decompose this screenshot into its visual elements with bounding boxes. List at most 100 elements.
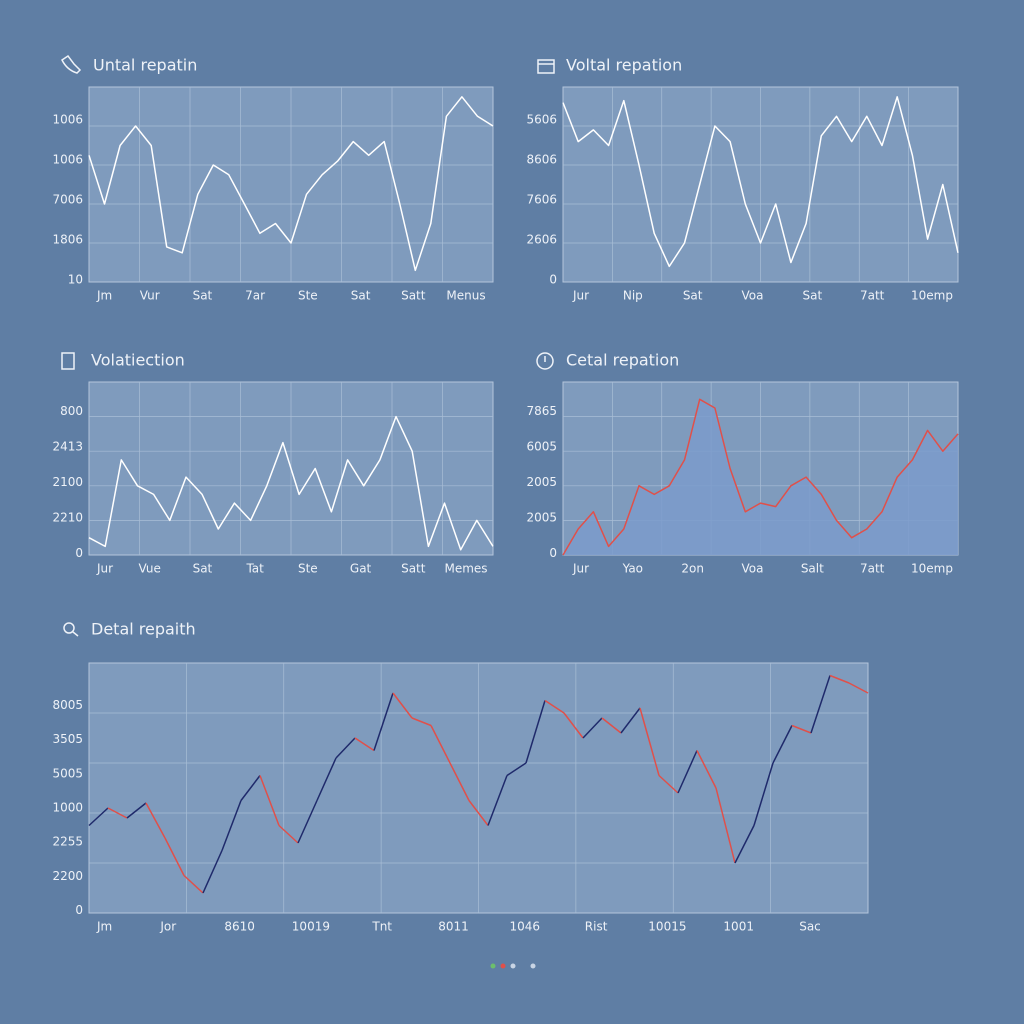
line-segment bbox=[658, 774, 679, 794]
line-segment bbox=[145, 802, 166, 839]
line-segment bbox=[278, 824, 299, 844]
y-tick-label: 7865 bbox=[526, 404, 557, 418]
y-tick-label: 8005 bbox=[52, 698, 83, 712]
line bbox=[88, 415, 494, 551]
line-segment bbox=[696, 750, 717, 789]
line-segment bbox=[411, 717, 432, 727]
panel-title: Volatiection bbox=[91, 351, 185, 370]
icon-phone bbox=[61, 54, 82, 74]
x-tick-label: 7ar bbox=[245, 289, 265, 303]
line-segment bbox=[88, 807, 109, 827]
line-segment bbox=[620, 707, 641, 734]
x-tick-label: Memes bbox=[444, 562, 487, 576]
y-tick-label: 1806 bbox=[52, 233, 83, 247]
line-segment bbox=[202, 850, 223, 894]
y-tick-label: 5606 bbox=[526, 113, 557, 127]
x-tick-label: Vur bbox=[140, 289, 160, 303]
line-segment bbox=[601, 717, 622, 734]
x-tick-label: Satt bbox=[401, 562, 426, 576]
line-segment bbox=[715, 787, 736, 864]
x-tick-label: 10015 bbox=[648, 920, 686, 934]
x-tick-label: Sat bbox=[802, 289, 822, 303]
line-segment bbox=[677, 750, 698, 794]
panel-title: Untal repatin bbox=[93, 56, 197, 75]
y-tick-label: 1006 bbox=[52, 113, 83, 127]
y-tick-label: 1000 bbox=[52, 801, 83, 815]
x-tick-label: 7att bbox=[860, 289, 885, 303]
y-tick-label: 0 bbox=[549, 546, 557, 560]
panel-title: Detal repaith bbox=[91, 620, 196, 639]
icon-doc bbox=[61, 352, 75, 370]
line-segment bbox=[772, 725, 793, 764]
line-segment bbox=[829, 674, 850, 684]
x-tick-label: Ste bbox=[298, 289, 318, 303]
x-tick-label: Vue bbox=[139, 562, 161, 576]
y-tick-label: 1006 bbox=[52, 153, 83, 167]
x-tick-label: Ste bbox=[298, 562, 318, 576]
line-segment bbox=[107, 807, 128, 819]
y-tick-label: 10 bbox=[68, 273, 83, 287]
line bbox=[88, 96, 494, 272]
y-tick-label: 3505 bbox=[52, 732, 83, 746]
panel-title: Voltal repation bbox=[566, 56, 682, 75]
line-segment bbox=[221, 800, 242, 851]
y-tick-label: 2200 bbox=[52, 869, 83, 883]
icon-search bbox=[63, 622, 75, 634]
x-tick-label: Satt bbox=[401, 289, 426, 303]
icon-search-handle bbox=[72, 631, 79, 637]
pager-dot bbox=[490, 963, 496, 969]
line-segment bbox=[525, 700, 546, 764]
x-tick-label: Sat bbox=[683, 289, 703, 303]
line-segment bbox=[734, 825, 755, 864]
pager-dot bbox=[500, 963, 506, 969]
x-tick-label: 7att bbox=[860, 562, 885, 576]
line-segment bbox=[810, 675, 831, 734]
icon-calendar bbox=[537, 59, 555, 74]
x-tick-label: Jm bbox=[96, 289, 112, 303]
x-tick-label: 2on bbox=[681, 562, 704, 576]
x-tick-label: Tat bbox=[245, 562, 264, 576]
line bbox=[562, 398, 959, 556]
x-tick-label: 10019 bbox=[292, 920, 330, 934]
y-tick-label: 2606 bbox=[526, 233, 557, 247]
line-segment bbox=[240, 775, 261, 801]
line bbox=[562, 96, 959, 268]
y-tick-label: 6005 bbox=[526, 439, 557, 453]
line-segment bbox=[791, 724, 812, 734]
y-tick-label: 0 bbox=[75, 903, 83, 917]
icons bbox=[61, 54, 555, 637]
line-segment bbox=[430, 725, 451, 764]
line-segment bbox=[335, 737, 356, 759]
line-segment bbox=[392, 692, 413, 719]
x-tick-label: 8011 bbox=[438, 920, 469, 934]
line-segment bbox=[544, 699, 565, 714]
line-segment bbox=[259, 775, 280, 826]
x-tick-label: Sat bbox=[193, 562, 213, 576]
line-segment bbox=[582, 717, 603, 739]
pager bbox=[490, 963, 536, 969]
line-segment bbox=[753, 762, 774, 826]
line-segment bbox=[373, 692, 394, 751]
line-segment bbox=[506, 762, 527, 777]
icon-alert bbox=[536, 352, 554, 370]
line-segment bbox=[354, 737, 375, 752]
line-segment bbox=[487, 775, 508, 826]
area bbox=[563, 399, 958, 555]
line-segment bbox=[183, 874, 204, 894]
x-tick-label: Jm bbox=[96, 920, 112, 934]
y-tick-label: 2255 bbox=[52, 835, 83, 849]
x-tick-label: Jur bbox=[96, 562, 113, 576]
x-tick-label: Salt bbox=[801, 562, 824, 576]
x-tick-label: Tnt bbox=[371, 920, 392, 934]
y-tick-label: 2005 bbox=[526, 475, 557, 489]
y-tick-label: 8606 bbox=[526, 153, 557, 167]
y-tick-label: 0 bbox=[75, 546, 83, 560]
y-tick-label: 7006 bbox=[52, 193, 83, 207]
x-tick-label: Nip bbox=[623, 289, 643, 303]
line-segment bbox=[468, 800, 489, 826]
x-tick-label: Sat bbox=[351, 289, 371, 303]
x-tick-label: Sac bbox=[799, 920, 821, 934]
x-tick-label: 1001 bbox=[723, 920, 754, 934]
